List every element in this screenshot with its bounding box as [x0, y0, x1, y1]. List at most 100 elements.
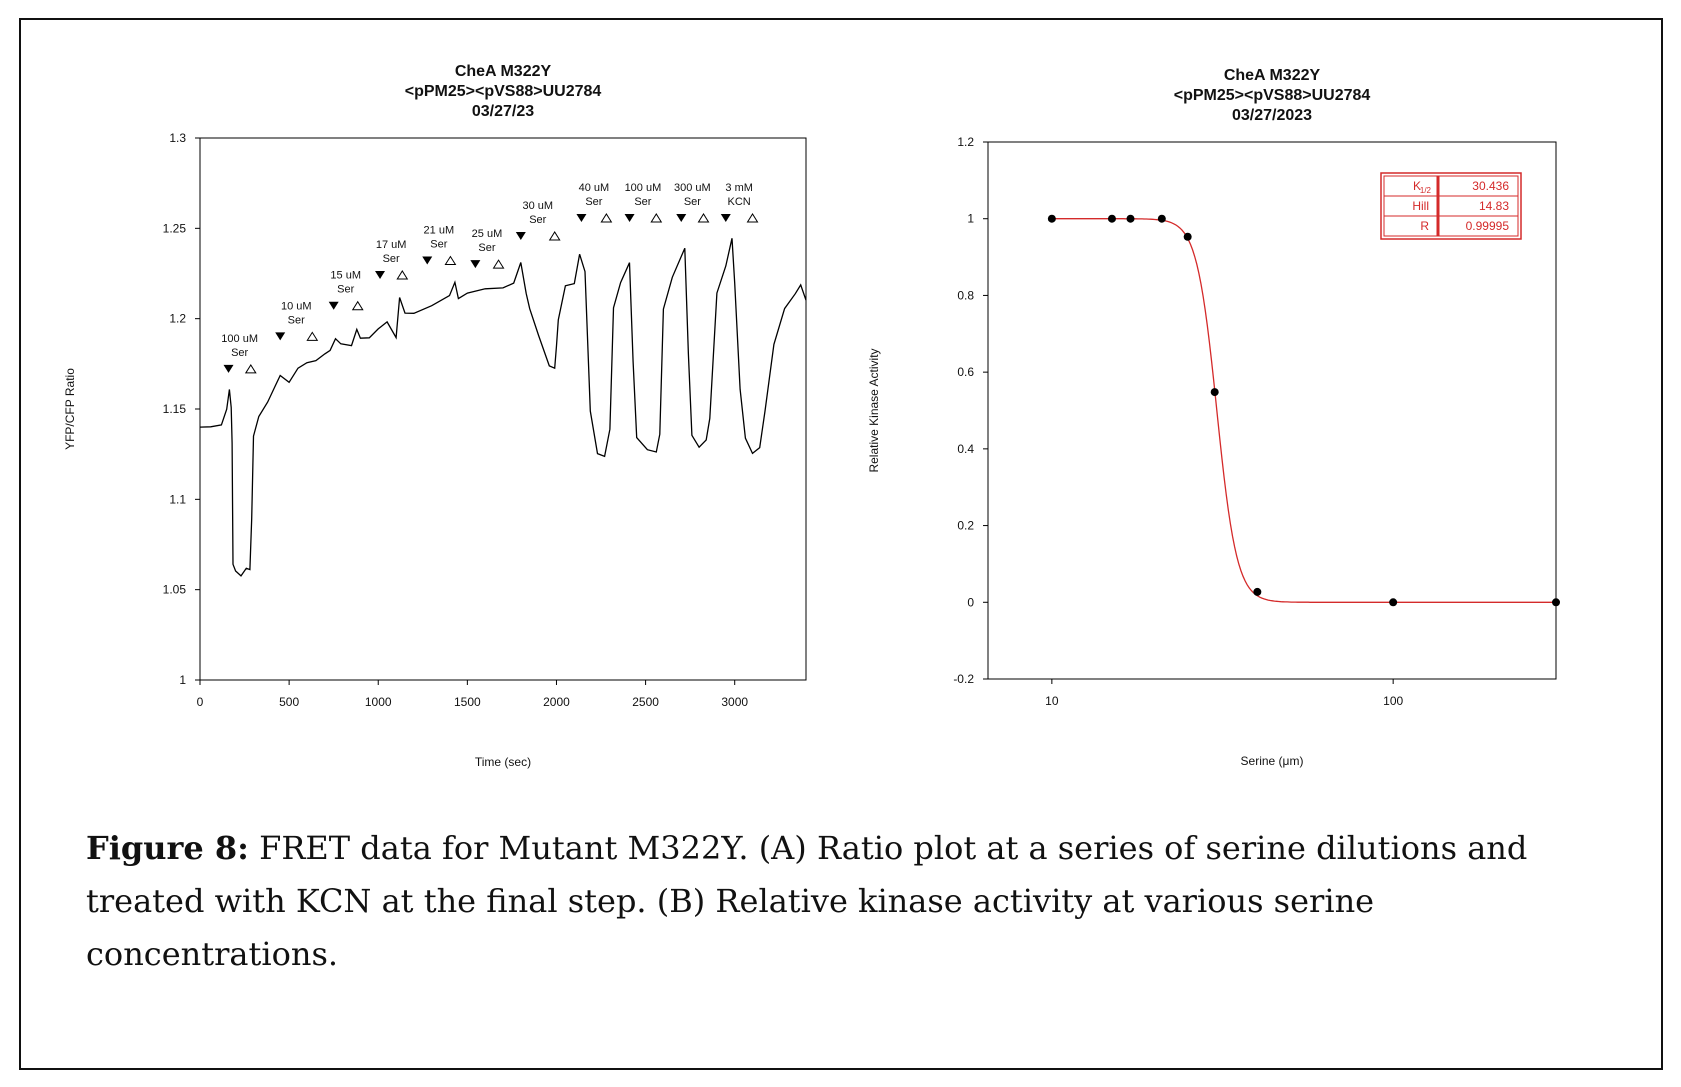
chart-a-x-tick-label: 2500	[632, 695, 659, 709]
chart-a-title-line: CheA M322Y	[455, 63, 552, 80]
chart-b-x-axis-label: Serine (μm)	[1241, 754, 1304, 768]
chart-b-title-line: CheA M322Y	[1224, 67, 1321, 84]
chart-a-annotation-label: Ser	[430, 239, 447, 251]
chart-a-annotation-label: 17 uM	[376, 239, 407, 251]
chart-a-annotation-label: KCN	[728, 196, 751, 208]
chart-a-add-marker	[275, 332, 286, 341]
chart-b-x-tick-label: 100	[1383, 694, 1403, 708]
chart-b-plot-frame	[987, 141, 1557, 680]
chart-a-annotation-label: 25 uM	[472, 228, 503, 240]
chart-b-y-tick-label: 1.2	[957, 135, 974, 149]
chart-b-y-tick-label: -0.2	[953, 672, 974, 686]
chart-b-fit-table-value: 30.436	[1472, 179, 1509, 193]
chart-a-add-marker	[515, 232, 526, 240]
chart-b-y-tick-label: 0	[967, 595, 974, 609]
chart-a-x-tick-label: 3000	[721, 695, 748, 709]
chart-a-y-tick-label: 1.25	[163, 221, 187, 235]
figure-caption: Figure 8: FRET data for Mutant M322Y. (A…	[86, 822, 1606, 981]
chart-a-x-tick-label: 2000	[543, 695, 570, 709]
chart-a-annotation-label: 100 uM	[221, 333, 258, 345]
chart-a-x-tick-label: 1000	[365, 695, 392, 709]
chart-a-y-tick-label: 1.3	[169, 131, 186, 145]
chart-a-remove-marker	[650, 213, 663, 223]
chart-a-annotation-label: 40 uM	[579, 182, 610, 194]
chart-a-add-marker	[422, 256, 433, 265]
chart-a-y-tick-label: 1.1	[169, 492, 186, 506]
chart-a-annotation-label: Ser	[337, 284, 354, 296]
chart-b-y-axis-label: Relative Kinase Activity	[867, 348, 881, 472]
chart-b-fit-table-key-subscript: 1/2	[1420, 186, 1432, 195]
chart-a-add-marker	[624, 214, 635, 222]
chart-a-annotation-label: 3 mM	[725, 182, 753, 194]
chart-b-fit-table-key: R	[1420, 219, 1429, 233]
chart-b-fit-table-key: Hill	[1412, 199, 1429, 213]
chart-b-x-tick-label: 10	[1045, 694, 1059, 708]
chart-b-fit-curve	[1051, 218, 1556, 603]
chart-a-annotation-label: Ser	[585, 196, 602, 208]
chart-a-remove-marker	[306, 331, 319, 341]
figure-frame	[19, 18, 1663, 1070]
chart-a-add-marker	[328, 301, 339, 310]
chart-b-kinase-activity: CheA M322Y <pPM25><pVS88>UU2784 03/27/2023…	[867, 67, 1560, 768]
chart-b-data-point	[1210, 388, 1219, 397]
chart-a-annotation-label: Ser	[231, 347, 248, 359]
chart-a-annotation-label: 30 uM	[522, 200, 553, 212]
chart-a-remove-marker	[492, 259, 505, 269]
chart-a-annotation-label: 15 uM	[330, 270, 361, 282]
chart-b-fit-table-border	[1380, 172, 1522, 240]
chart-a-add-marker	[470, 260, 481, 269]
chart-a-x-tick-label: 1500	[454, 695, 481, 709]
chart-b-data-point	[1107, 214, 1116, 223]
chart-b-data-point	[1389, 598, 1398, 607]
chart-b-y-tick-label: 0.8	[957, 288, 974, 302]
chart-b-fit-table-key: K	[1413, 179, 1421, 193]
chart-a-remove-marker	[746, 213, 759, 223]
chart-a-x-tick-label: 500	[279, 695, 299, 709]
chart-b-fit-table: K1/2 30.436 Hill 14.83 R 0.99995	[1380, 172, 1522, 240]
chart-a-remove-marker	[244, 363, 257, 374]
chart-a-annotation-label: Ser	[529, 214, 546, 226]
chart-a-ratio-plot: CheA M322Y <pPM25><pVS88>UU2784 03/27/23 1 1…	[63, 63, 807, 769]
chart-b-data-point	[1157, 214, 1166, 223]
caption-label: Figure 8:	[86, 829, 249, 867]
chart-a-remove-marker	[600, 213, 613, 223]
chart-a-y-axis-label: YFP/CFP Ratio	[63, 368, 77, 450]
chart-a-y-tick-label: 1.15	[163, 402, 187, 416]
chart-a-y-tick-label: 1.2	[169, 312, 186, 326]
chart-a-title-line: 03/27/23	[472, 103, 534, 120]
chart-a-x-axis-label: Time (sec)	[475, 755, 531, 769]
chart-a-annotation-label: 21 uM	[424, 225, 455, 237]
chart-a-add-marker	[576, 214, 587, 222]
chart-a-annotation-label: Ser	[383, 253, 400, 265]
chart-a-add-marker	[375, 270, 386, 279]
chart-b-data-point	[1126, 214, 1135, 223]
chart-a-annotation-label: Ser	[634, 196, 651, 208]
chart-b-y-tick-label: 1	[967, 212, 974, 226]
chart-a-annotation-label: Ser	[684, 196, 701, 208]
chart-b-y-tick-label: 0.6	[957, 365, 974, 379]
chart-a-annotation-label: Ser	[288, 314, 305, 326]
chart-a-annotation-label: 300 uM	[674, 182, 711, 194]
chart-a-remove-marker	[396, 270, 409, 280]
chart-a-add-marker	[720, 214, 731, 222]
chart-a-remove-marker	[351, 300, 364, 311]
chart-b-fit-table-value: 14.83	[1479, 199, 1509, 213]
chart-a-x-tick-label: 0	[197, 695, 204, 709]
chart-b-data-point	[1047, 214, 1056, 223]
chart-b-fit-table-value: 0.99995	[1466, 219, 1510, 233]
chart-a-y-tick-label: 1	[179, 673, 186, 687]
chart-a-add-marker	[676, 214, 687, 222]
chart-b-y-tick-label: 0.2	[957, 519, 974, 533]
chart-a-remove-marker	[697, 213, 710, 223]
chart-a-annotation-label: Ser	[478, 242, 495, 254]
chart-a-annotation-label: 10 uM	[281, 300, 312, 312]
chart-a-remove-marker	[444, 255, 457, 266]
chart-b-title-line: 03/27/2023	[1232, 107, 1312, 124]
chart-a-title-line: <pPM25><pVS88>UU2784	[405, 83, 602, 100]
chart-b-data-point	[1253, 587, 1262, 596]
chart-a-plot-frame	[199, 137, 807, 681]
chart-b-data-point	[1552, 598, 1560, 607]
chart-b-fit-table-inner-border	[1383, 175, 1519, 237]
chart-b-y-tick-label: 0.4	[957, 442, 974, 456]
chart-a-y-tick-label: 1.05	[163, 583, 187, 597]
